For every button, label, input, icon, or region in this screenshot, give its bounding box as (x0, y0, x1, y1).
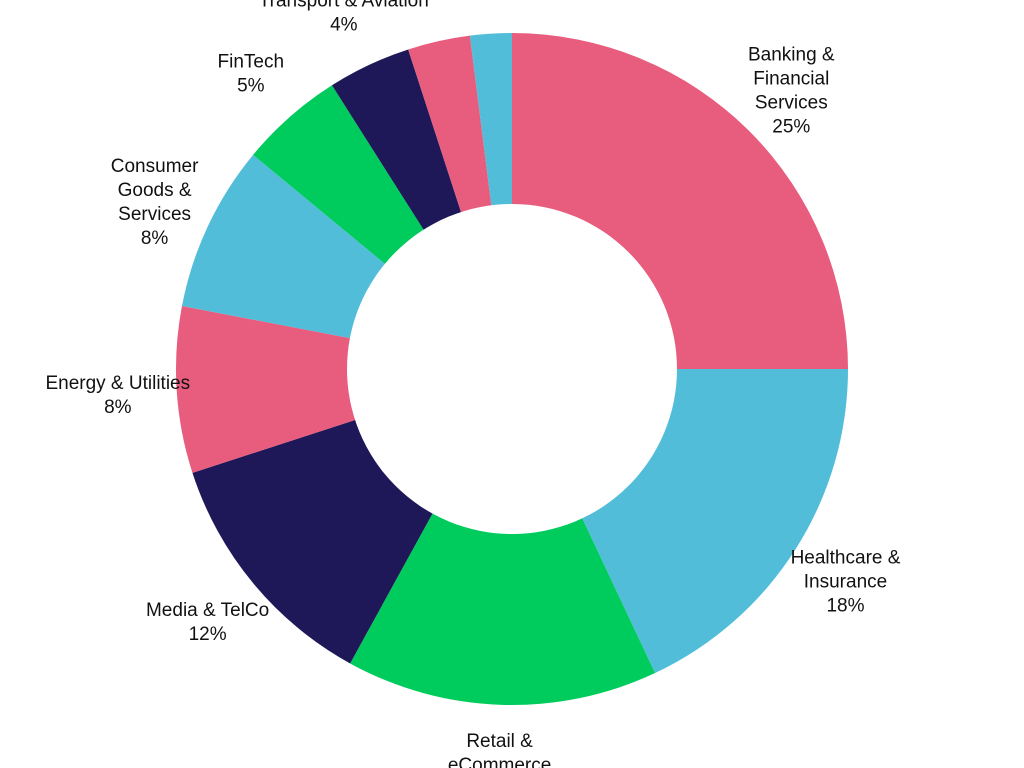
slice-percent-fintech: 5% (237, 76, 265, 97)
slice-label-energy-and-utilities: Energy & Utilities (45, 373, 190, 394)
slice-label-fintech: FinTech (218, 52, 285, 73)
slice-percent-media-and-telco: 12% (189, 624, 227, 645)
slice-percent-transport-and-aviation: 4% (330, 15, 358, 36)
slice-percent-healthcare-and-insurance: 18% (826, 596, 864, 617)
slice-label-consumer-goods-and-services: Services (118, 204, 191, 225)
slice-label-retail-and-ecommerce: eCommerce (448, 755, 551, 768)
slice-percent-energy-and-utilities: 8% (104, 397, 132, 418)
slice-label-healthcare-and-insurance: Insurance (804, 572, 887, 593)
slice-label-healthcare-and-insurance: Healthcare & (791, 548, 901, 569)
slice-retail-and-ecommerce (350, 369, 656, 705)
slice-label-banking-and-financial-services: Services (755, 93, 828, 114)
donut-hole (347, 204, 677, 534)
slice-label-media-and-telco: Media & TelCo (146, 600, 269, 621)
label-group: Banking & Financial Services 25% Healthcare … (45, 0, 900, 768)
slice-group (176, 33, 848, 705)
slice-label-retail-and-ecommerce: Retail & (466, 731, 533, 752)
slice-label-banking-and-financial-services: Financial (753, 69, 829, 90)
slice-label-consumer-goods-and-services: Goods & (118, 180, 192, 201)
slice-percent-consumer-goods-and-services: 8% (141, 228, 169, 249)
slice-label-banking-and-financial-services: Banking & (748, 45, 835, 66)
slice-label-consumer-goods-and-services: Consumer (111, 156, 199, 177)
slice-percent-banking-and-financial-services: 25% (772, 117, 810, 138)
slice-energy-and-utilities (176, 306, 512, 473)
slice-label-transport-and-aviation: Transport & Aviation (259, 0, 429, 12)
